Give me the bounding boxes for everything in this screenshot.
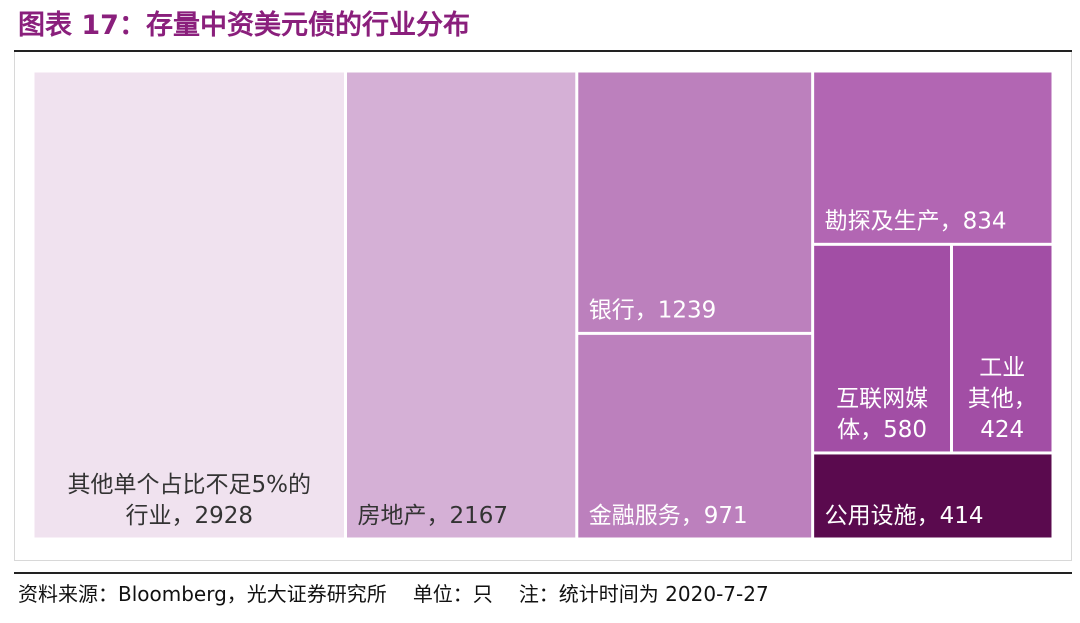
tile-label: 其他单个占比不足5%的 [67, 472, 311, 498]
tile-label: 行业，2928 [125, 503, 253, 529]
tile-label: 互联网媒 [836, 386, 928, 412]
treemap-tile: 其他单个占比不足5%的行业，2928 [34, 72, 344, 538]
unit-note: 单位：只 [412, 582, 493, 606]
treemap-tile-rect [814, 454, 1052, 538]
tile-label: 银行，1239 [589, 297, 717, 323]
tile-label: 公用设施，414 [825, 503, 984, 529]
tile-label: 体，580 [837, 417, 927, 443]
treemap-tile: 公用设施，414 [814, 454, 1052, 538]
source-note: 资料来源：Bloomberg，光大证券研究所 [18, 582, 387, 606]
chart-footer: 资料来源：Bloomberg，光大证券研究所 单位：只 注：统计时间为 2020-7… [18, 578, 769, 610]
treemap-tile-rect [814, 245, 950, 452]
treemap-tile: 勘探及生产，834 [814, 72, 1052, 243]
treemap-tile-rect [814, 72, 1052, 243]
treemap-tile-rect [952, 245, 1052, 452]
tile-label: 424 [980, 417, 1024, 443]
tile-label: 房地产，2167 [357, 503, 508, 529]
bottom-divider [14, 572, 1072, 574]
treemap-tile-rect [578, 72, 812, 332]
treemap-tile-rect [346, 72, 576, 538]
chart-title: 图表 17：存量中资美元债的行业分布 [18, 10, 470, 41]
top-divider [14, 50, 1072, 52]
treemap-tile-rect [34, 72, 344, 538]
treemap-tile: 金融服务，971 [578, 334, 812, 538]
treemap-tile: 房地产，2167 [346, 72, 576, 538]
time-note: 注：统计时间为 2020-7-27 [518, 582, 769, 606]
chart-frame [14, 52, 1072, 561]
tile-label: 金融服务，971 [589, 503, 748, 529]
tile-label: 勘探及生产，834 [825, 208, 1007, 234]
tile-label: 工业 [979, 355, 1025, 381]
treemap-tile-rect [578, 334, 812, 538]
treemap-tile: 银行，1239 [578, 72, 812, 332]
tile-label: 其他， [968, 386, 1037, 412]
